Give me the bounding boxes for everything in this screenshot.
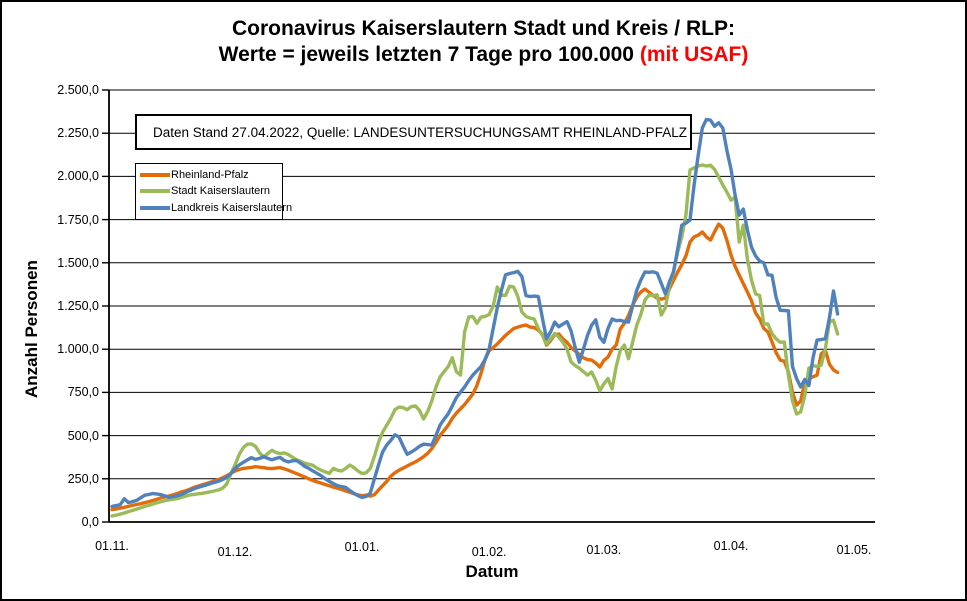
- legend-label: Stadt Kaiserslautern: [171, 185, 271, 198]
- chart-title-line2: Werte = jeweils letzten 7 Tage pro 100.0…: [2, 42, 965, 68]
- chart-title-line2-black: Werte = jeweils letzten 7 Tage pro 100.0…: [218, 43, 640, 67]
- chart-title-line1: Coronavirus Kaiserslautern Stadt und Kre…: [232, 17, 735, 40]
- legend-swatch-icon: [140, 173, 170, 178]
- x-tick-label: 01.02.: [471, 545, 507, 559]
- legend-item: Landkreis Kaiserslautern: [140, 200, 292, 215]
- legend-swatch-icon: [140, 205, 170, 210]
- chart-title-usaf-red: (mit USAF): [639, 43, 749, 67]
- y-tick-label: 0,0: [81, 515, 99, 529]
- x-axis-title: Datum: [465, 562, 519, 581]
- series-line-rheinland-pfalz: [110, 222, 840, 512]
- y-tick-label: 1.000,0: [57, 342, 99, 357]
- y-tick-label: 1.750,0: [57, 212, 99, 227]
- legend-label: Rheinland-Pfalz: [171, 169, 249, 182]
- x-tick-label: 01.04.: [713, 539, 749, 553]
- y-tick-label: 1.500,0: [57, 255, 99, 270]
- data-source-box: Daten Stand 27.04.2022, Quelle: LANDESUN…: [135, 114, 692, 150]
- legend-label: Landkreis Kaiserslautern: [171, 201, 293, 214]
- legend-swatch-icon: [140, 189, 170, 194]
- data-source-text: Daten Stand 27.04.2022, Quelle: LANDESUN…: [153, 124, 687, 140]
- y-tick-label: 250,0: [67, 471, 99, 486]
- x-tick-label: 01.01.: [344, 540, 380, 554]
- y-tick-label: 1.250,0: [57, 299, 99, 313]
- x-tick-label: 01.03.: [586, 543, 622, 557]
- legend-item: Rheinland-Pfalz: [140, 168, 278, 183]
- y-tick-label: 2.000,0: [57, 169, 99, 184]
- legend-item: Stadt Kaiserslautern: [140, 184, 278, 199]
- chart-title: Coronavirus Kaiserslautern Stadt und Kre…: [2, 16, 965, 69]
- legend: Rheinland-Pfalz Stadt Kaiserslautern Landk…: [135, 163, 292, 220]
- x-tick-label: 01.12.: [217, 545, 253, 559]
- y-tick-label: 750,0: [67, 385, 99, 400]
- series-line-landkreis-kaiserslautern: [110, 117, 840, 509]
- x-tick-label: 01.05.: [836, 543, 872, 557]
- y-tick-label: 2.250,0: [57, 126, 99, 141]
- x-tick-label: 01.11.: [95, 539, 129, 553]
- y-tick-label: 500,0: [67, 428, 99, 443]
- y-tick-label: 2.500,0: [57, 83, 99, 97]
